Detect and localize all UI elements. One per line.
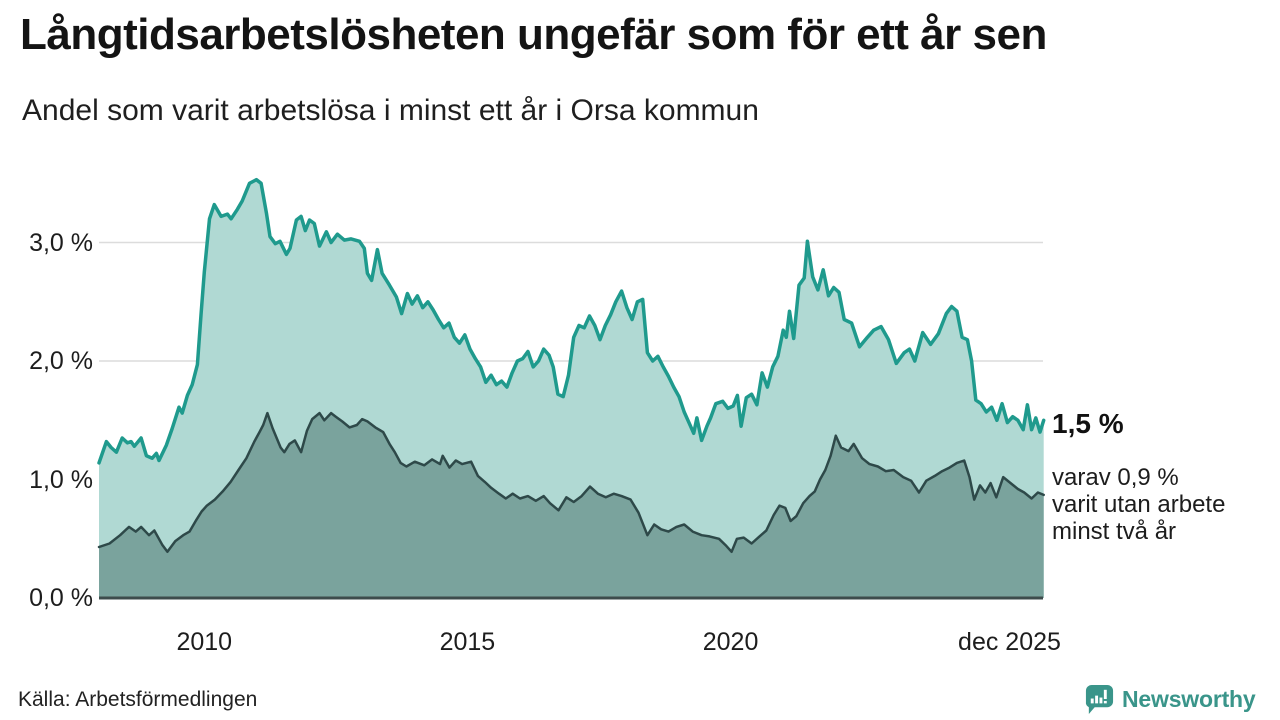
x-axis-tick-label: 2020 — [702, 628, 759, 656]
y-axis-tick-label: 0,0 % — [29, 584, 93, 612]
x-axis-tick-label: 2010 — [176, 628, 233, 656]
brand-logo: Newsworthy — [1084, 684, 1256, 715]
y-axis-tick-label: 1,0 % — [29, 465, 93, 494]
latest-value-label: 1,5 % — [1052, 408, 1124, 439]
area-two-year — [99, 413, 1044, 598]
page-subtitle: Andel som varit arbetslösa i minst ett å… — [22, 94, 759, 127]
y-axis-tick-label: 3,0 % — [29, 228, 93, 257]
y-axis-tick-label: 2,0 % — [29, 347, 93, 375]
line-two-year — [97, 411, 1045, 554]
annotation-line: varit utan arbete — [1052, 491, 1226, 518]
annotation-line: minst två år — [1052, 518, 1177, 545]
page-title: Långtidsarbetslösheten ungefär som för e… — [20, 10, 1047, 59]
line-total — [97, 177, 1046, 465]
x-axis-tick-label: 2015 — [439, 628, 496, 656]
x-axis-tick-label: dec 2025 — [958, 628, 1061, 656]
source-credit: Källa: Arbetsförmedlingen — [18, 688, 258, 711]
annotation-line: varav 0,9 % — [1052, 464, 1179, 491]
latest-subvalue-label: varav 0,9 % varit utan arbete minst två … — [1052, 464, 1225, 545]
speech-bubble-bar-chart-icon — [1085, 684, 1114, 715]
brand-name: Newsworthy — [1122, 686, 1256, 712]
